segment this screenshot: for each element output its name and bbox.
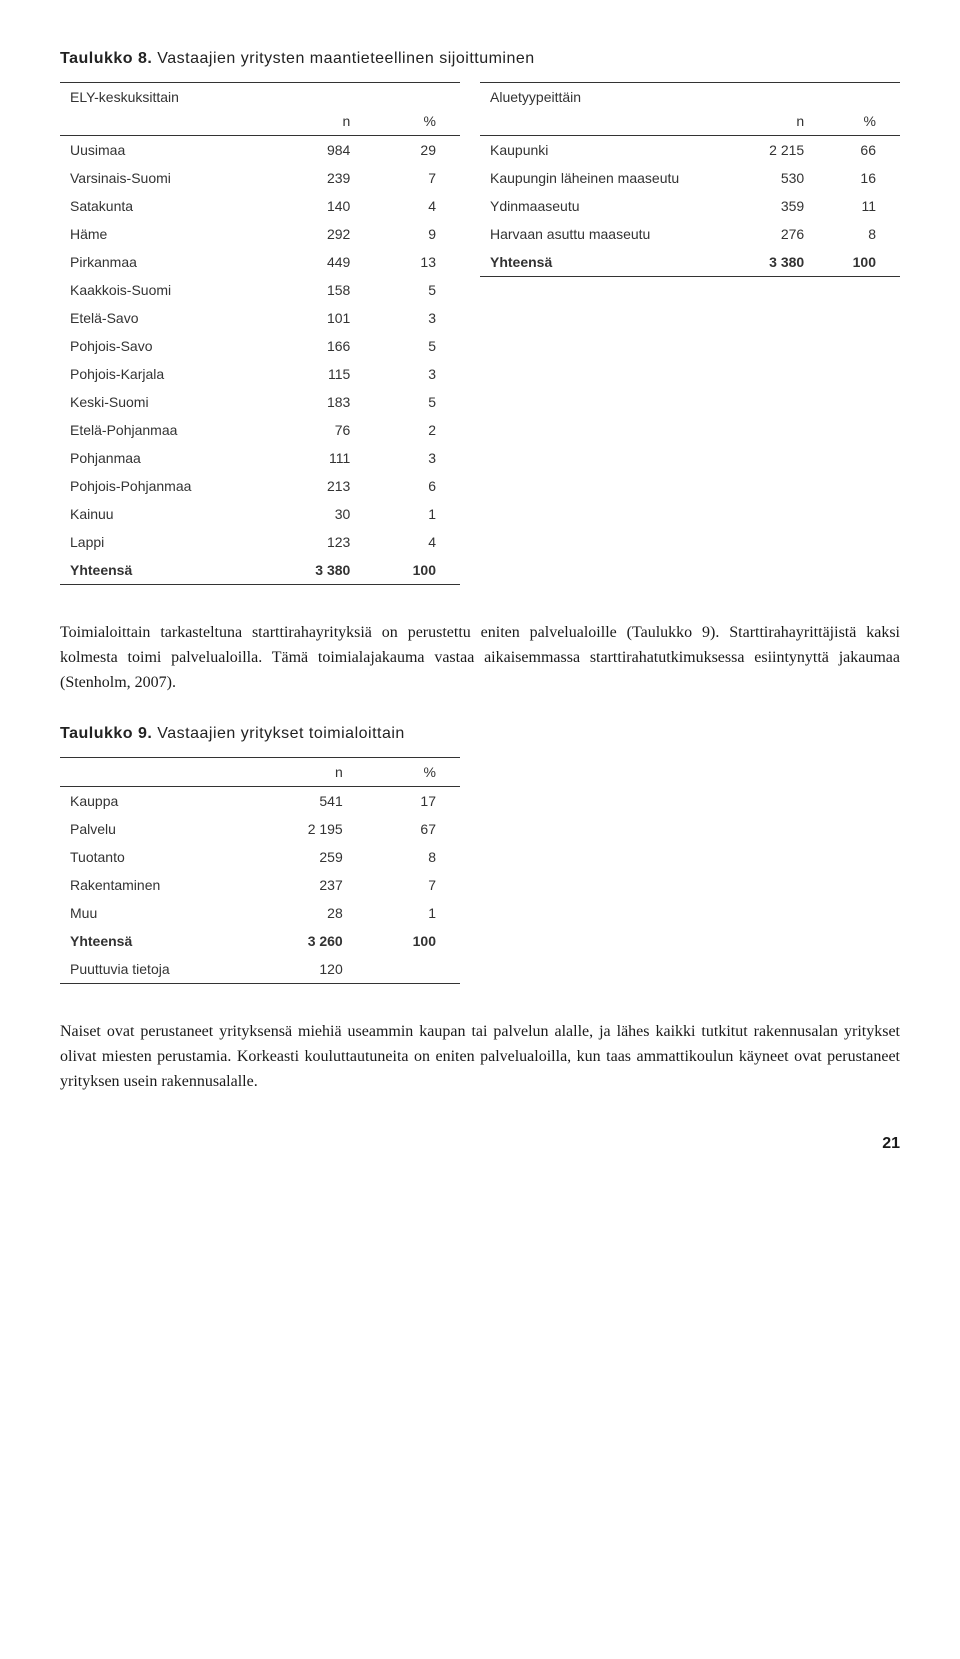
- table-row: Lappi1234: [60, 528, 460, 556]
- table-row: Satakunta1404: [60, 192, 460, 220]
- table8-title-bold: Taulukko 8.: [60, 50, 152, 67]
- table8-title: Taulukko 8. Vastaajien yritysten maantie…: [60, 50, 900, 68]
- table-row: Pirkanmaa44913: [60, 248, 460, 276]
- table-row: Tuotanto2598: [60, 843, 460, 871]
- table-total-row: Yhteensä3 380100: [480, 248, 900, 277]
- page-number: 21: [60, 1135, 900, 1153]
- table-total-row: Yhteensä3 380100: [60, 556, 460, 585]
- table9: n % Kauppa54117 Palvelu2 19567 Tuotanto2…: [60, 757, 460, 984]
- table9-title: Taulukko 9. Vastaajien yritykset toimial…: [60, 725, 900, 743]
- table-row: Kainuu301: [60, 500, 460, 528]
- table-row: Keski-Suomi1835: [60, 388, 460, 416]
- table8-title-rest: Vastaajien yritysten maantieteellinen si…: [152, 50, 534, 67]
- table-row: Varsinais-Suomi2397: [60, 164, 460, 192]
- table-row: Kauppa54117: [60, 787, 460, 816]
- col-n: n: [254, 758, 366, 787]
- table-row: Harvaan asuttu maaseutu2768: [480, 220, 900, 248]
- table8-right: Aluetyypeittäin n % Kaupunki2 21566 Kaup…: [480, 82, 900, 277]
- table8-right-superhead: Aluetyypeittäin: [480, 83, 742, 108]
- col-n: n: [742, 107, 828, 136]
- table-row: Etelä-Pohjanmaa762: [60, 416, 460, 444]
- table-row: Häme2929: [60, 220, 460, 248]
- table-row: Kaakkois-Suomi1585: [60, 276, 460, 304]
- col-pct: %: [367, 758, 460, 787]
- table9-title-rest: Vastaajien yritykset toimialoittain: [152, 725, 404, 742]
- table8-left-superhead: ELY-keskuksittain: [60, 83, 271, 108]
- table-row: Kaupungin läheinen maaseutu53016: [480, 164, 900, 192]
- table-row: Palvelu2 19567: [60, 815, 460, 843]
- table-row: Kaupunki2 21566: [480, 136, 900, 165]
- col-pct: %: [374, 107, 460, 136]
- table-row: Pohjois-Karjala1153: [60, 360, 460, 388]
- table-row: Pohjois-Pohjanmaa2136: [60, 472, 460, 500]
- col-n: n: [271, 107, 374, 136]
- table9-title-bold: Taulukko 9.: [60, 725, 152, 742]
- table8-left: ELY-keskuksittain n % Uusimaa98429 Varsi…: [60, 82, 460, 585]
- table-row: Rakentaminen2377: [60, 871, 460, 899]
- table-row: Etelä-Savo1013: [60, 304, 460, 332]
- col-pct: %: [828, 107, 900, 136]
- table-row: Muu281: [60, 899, 460, 927]
- table-row: Uusimaa98429: [60, 136, 460, 165]
- table-missing-row: Puuttuvia tietoja120: [60, 955, 460, 984]
- table-total-row: Yhteensä3 260100: [60, 927, 460, 955]
- table8-wrap: ELY-keskuksittain n % Uusimaa98429 Varsi…: [60, 82, 900, 585]
- table-row: Ydinmaaseutu35911: [480, 192, 900, 220]
- paragraph-1: Toimialoittain tarkasteltuna starttiraha…: [60, 621, 900, 695]
- table-row: Pohjanmaa1113: [60, 444, 460, 472]
- table-row: Pohjois-Savo1665: [60, 332, 460, 360]
- paragraph-2: Naiset ovat perustaneet yrityksensä mieh…: [60, 1020, 900, 1094]
